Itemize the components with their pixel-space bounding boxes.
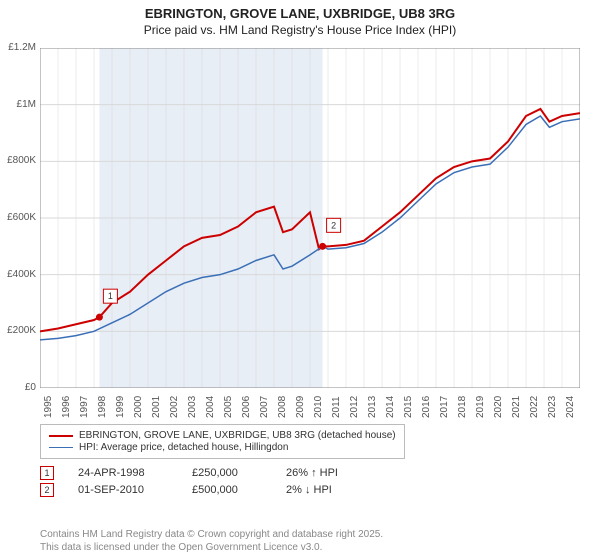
x-tick-label: 2006 — [241, 396, 252, 418]
annotation-marker: 1 — [40, 466, 54, 480]
x-tick-label: 1998 — [97, 396, 108, 418]
x-tick-label: 2016 — [421, 396, 432, 418]
chart-legend: EBRINGTON, GROVE LANE, UXBRIDGE, UB8 3RG… — [40, 424, 405, 459]
line-chart-svg: 12 — [40, 48, 580, 388]
legend-item: HPI: Average price, detached house, Hill… — [49, 442, 396, 453]
footnote-line2: This data is licensed under the Open Gov… — [40, 541, 383, 554]
x-tick-label: 2014 — [385, 396, 396, 418]
x-tick-label: 2024 — [565, 396, 576, 418]
x-tick-label: 2015 — [403, 396, 414, 418]
annotation-price: £500,000 — [192, 484, 262, 496]
x-tick-label: 2017 — [439, 396, 450, 418]
x-tick-label: 2002 — [169, 396, 180, 418]
y-tick-label: £1.2M — [0, 42, 36, 53]
x-tick-label: 2004 — [205, 396, 216, 418]
svg-text:2: 2 — [331, 220, 336, 230]
x-tick-label: 1996 — [61, 396, 72, 418]
x-axis-labels: 1995 1996 1997 1998 1999 2000 2001 2002 2003 2004… — [40, 390, 580, 420]
y-tick-label: £800K — [0, 155, 36, 166]
x-tick-label: 2023 — [547, 396, 558, 418]
x-tick-label: 2020 — [493, 396, 504, 418]
x-tick-label: 2003 — [187, 396, 198, 418]
x-tick-label: 1999 — [115, 396, 126, 418]
x-tick-label: 2018 — [457, 396, 468, 418]
x-tick-label: 1995 — [43, 396, 54, 418]
footnote: Contains HM Land Registry data © Crown c… — [40, 528, 383, 554]
legend-label: EBRINGTON, GROVE LANE, UXBRIDGE, UB8 3RG… — [79, 430, 396, 441]
x-tick-label: 2007 — [259, 396, 270, 418]
x-tick-label: 2009 — [295, 396, 306, 418]
y-tick-label: £1M — [0, 99, 36, 110]
annotation-date: 24-APR-1998 — [78, 467, 168, 479]
x-tick-label: 2011 — [331, 396, 342, 418]
y-tick-label: £200K — [0, 325, 36, 336]
x-tick-label: 2010 — [313, 396, 324, 418]
annotation-price: £250,000 — [192, 467, 262, 479]
y-tick-label: £400K — [0, 269, 36, 280]
x-tick-label: 2019 — [475, 396, 486, 418]
chart-plot-area: 12 — [40, 48, 580, 388]
legend-item: EBRINGTON, GROVE LANE, UXBRIDGE, UB8 3RG… — [49, 430, 396, 441]
x-tick-label: 2022 — [529, 396, 540, 418]
chart-subtitle: Price paid vs. HM Land Registry's House … — [0, 23, 600, 37]
annotation-row: 2 01-SEP-2010 £500,000 2% ↓ HPI — [40, 483, 376, 497]
y-tick-label: £0 — [0, 382, 36, 393]
annotation-date: 01-SEP-2010 — [78, 484, 168, 496]
x-tick-label: 2012 — [349, 396, 360, 418]
annotation-row: 1 24-APR-1998 £250,000 26% ↑ HPI — [40, 466, 376, 480]
x-tick-label: 2005 — [223, 396, 234, 418]
annotation-delta: 26% ↑ HPI — [286, 467, 376, 479]
legend-swatch — [49, 447, 73, 449]
x-tick-label: 2000 — [133, 396, 144, 418]
annotation-marker: 2 — [40, 483, 54, 497]
x-tick-label: 1997 — [79, 396, 90, 418]
x-tick-label: 2001 — [151, 396, 162, 418]
legend-label: HPI: Average price, detached house, Hill… — [79, 442, 288, 453]
x-tick-label: 2021 — [511, 396, 522, 418]
svg-text:1: 1 — [108, 291, 113, 301]
y-tick-label: £600K — [0, 212, 36, 223]
x-tick-label: 2013 — [367, 396, 378, 418]
sale-annotations: 1 24-APR-1998 £250,000 26% ↑ HPI 2 01-SEP-201… — [40, 466, 376, 500]
footnote-line1: Contains HM Land Registry data © Crown c… — [40, 528, 383, 541]
x-tick-label: 2008 — [277, 396, 288, 418]
legend-swatch — [49, 435, 73, 437]
chart-title: EBRINGTON, GROVE LANE, UXBRIDGE, UB8 3RG — [0, 6, 600, 21]
annotation-delta: 2% ↓ HPI — [286, 484, 376, 496]
